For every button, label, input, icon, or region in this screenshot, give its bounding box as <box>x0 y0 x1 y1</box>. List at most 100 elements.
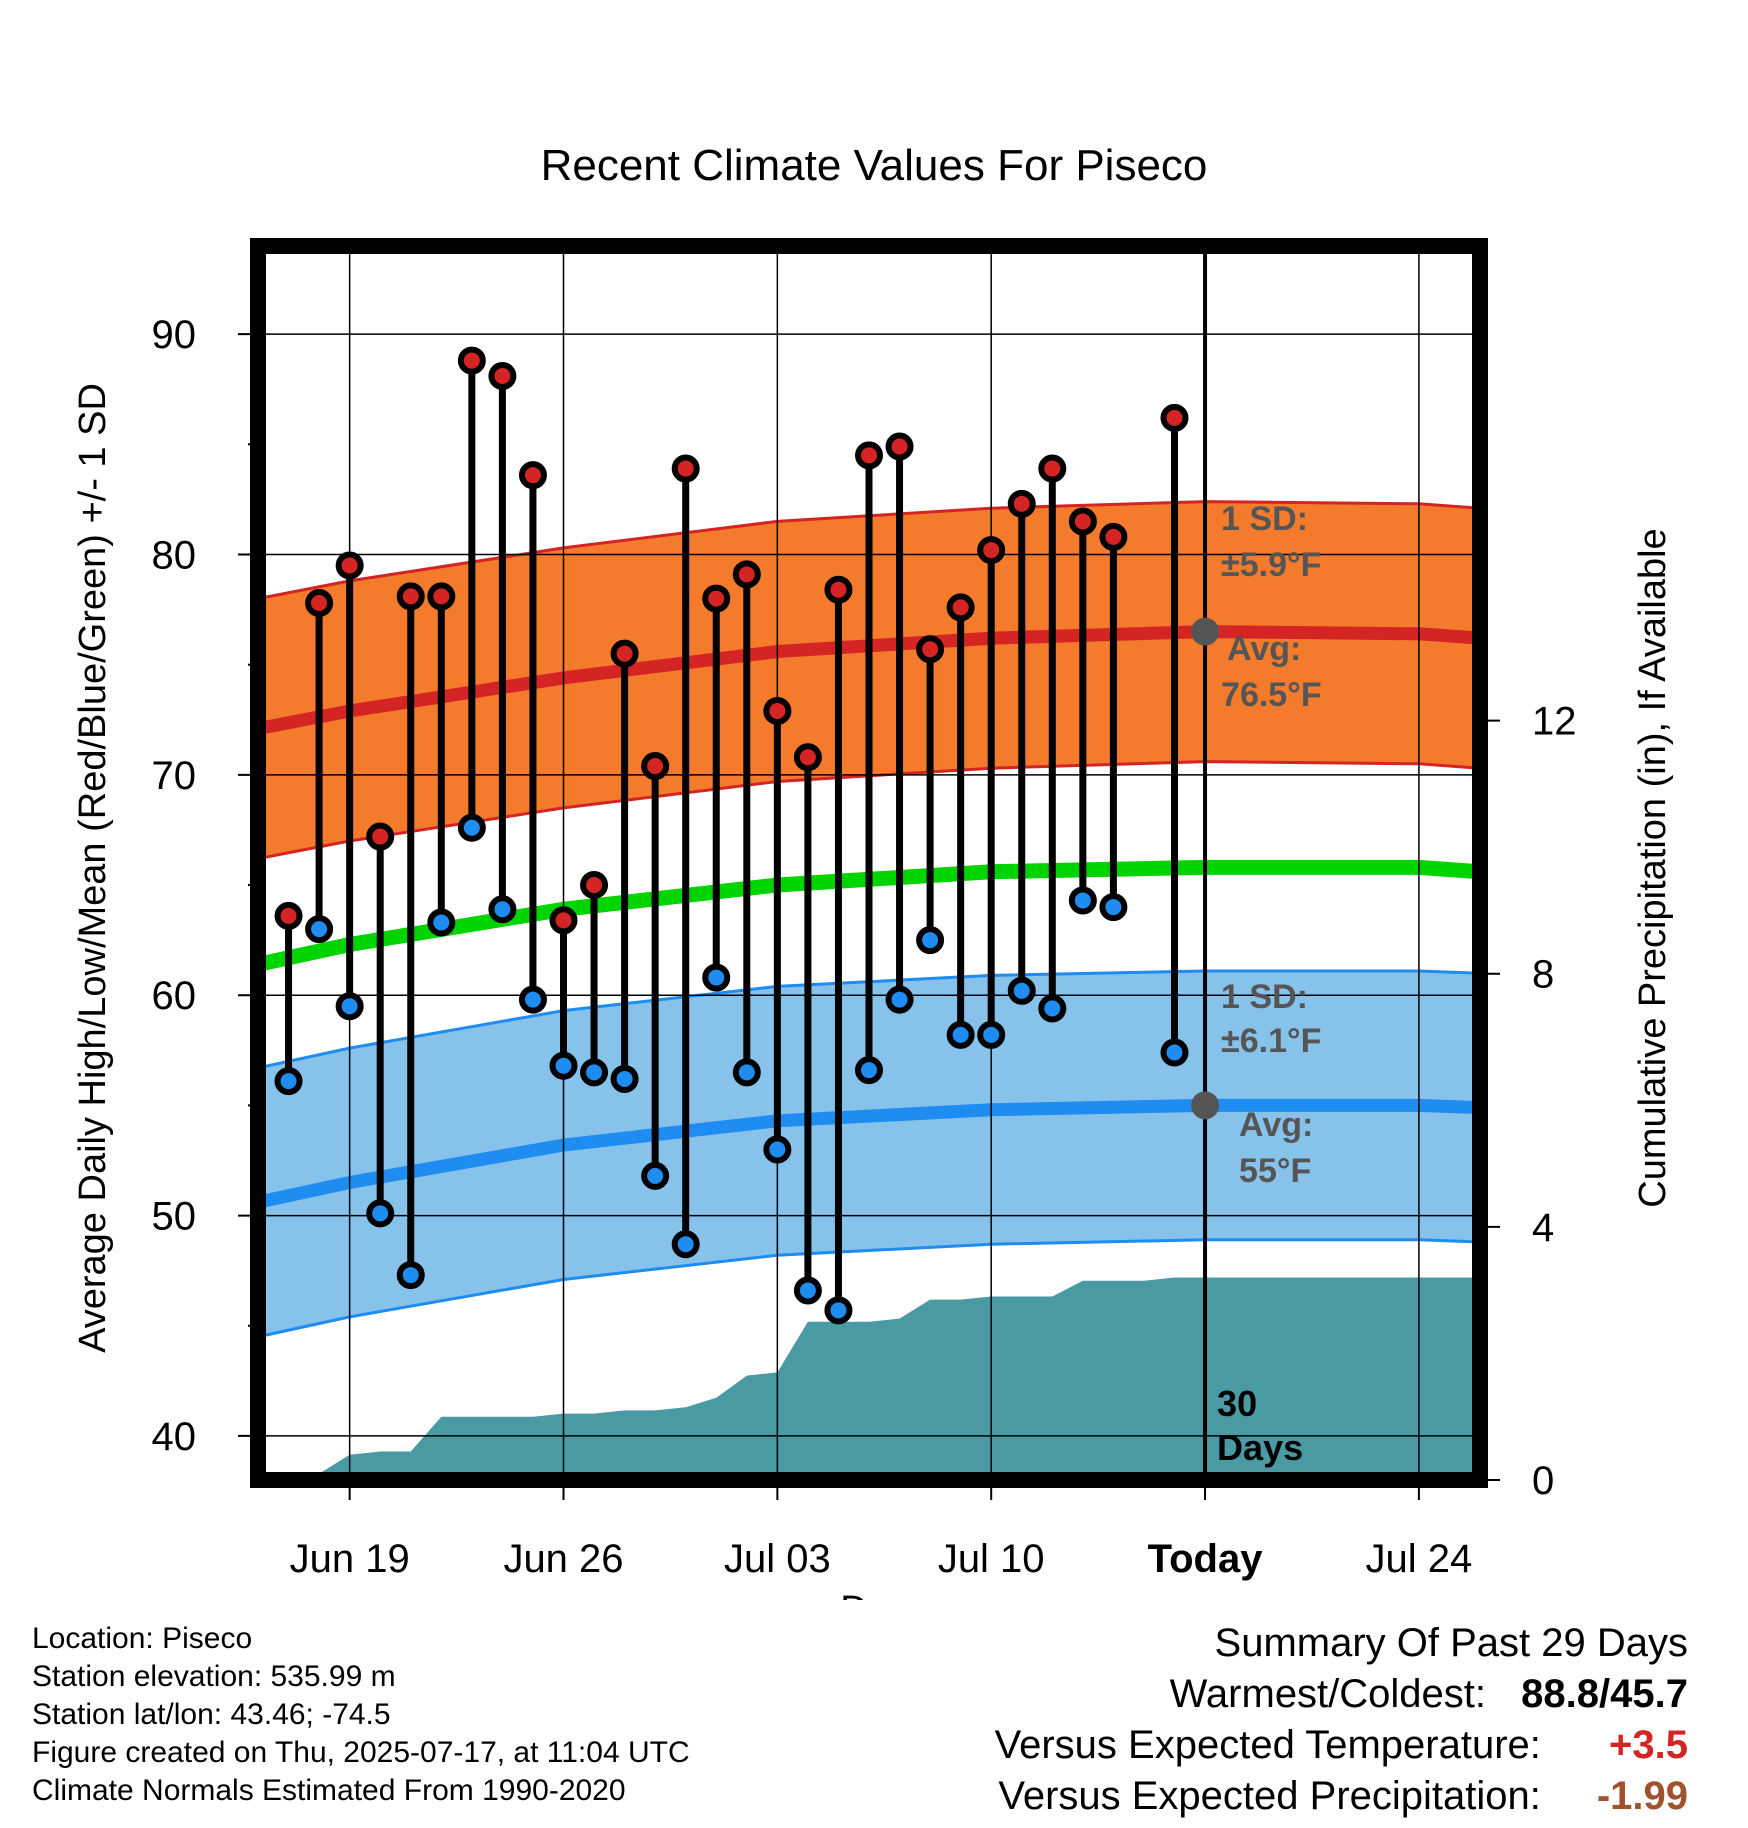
obs-high-point <box>427 582 456 611</box>
obs-high-point <box>1099 522 1128 551</box>
obs-high-point <box>518 461 547 490</box>
low-avg-label: Avg: <box>1239 1106 1313 1144</box>
obs-high-point <box>763 696 792 725</box>
obs-low-point <box>1160 1038 1189 1067</box>
obs-low-point <box>427 908 456 937</box>
high-sd-label: 1 SD: <box>1221 500 1308 538</box>
obs-high-point <box>916 635 945 664</box>
x-tick-label: Today <box>1148 1537 1264 1581</box>
obs-high-point <box>580 871 609 900</box>
obs-low-point <box>305 915 334 944</box>
axes: 40 50 60 70 80 90 0 4 8 12 Jun 19 Jun 26 Jul 03 Jul 1… <box>152 238 1577 1581</box>
obs-low-point <box>702 963 731 992</box>
obs-low-point <box>855 1056 883 1085</box>
low-avg-value: 55°F <box>1239 1152 1311 1190</box>
obs-low-point <box>1038 994 1067 1023</box>
station-info: Location: Piseco Station elevation: 535.… <box>32 1620 690 1810</box>
obs-low-point <box>610 1064 639 1093</box>
observations <box>274 346 1189 1325</box>
obs-high-point <box>366 822 395 851</box>
obs-low-point <box>732 1058 761 1087</box>
x-tick-label: Jun 26 <box>503 1537 623 1581</box>
precip-days-label-2: Days <box>1217 1427 1303 1468</box>
obs-high-point <box>855 441 883 470</box>
precip-value: -1.99 <box>1596 1774 1688 1818</box>
warmest-label: Warmest/Coldest: <box>1169 1672 1487 1716</box>
obs-high-point <box>702 584 731 613</box>
obs-low-point <box>671 1230 700 1259</box>
x-tick-label: Jul 24 <box>1366 1537 1473 1581</box>
high-avg-line <box>258 625 1480 735</box>
y-tick-label: 50 <box>152 1195 197 1239</box>
high-sd-value: ±5.9°F <box>1221 546 1321 584</box>
obs-low-point <box>335 992 364 1021</box>
obs-high-point <box>1068 507 1097 536</box>
obs-low-point <box>549 1051 578 1080</box>
summary-title: Summary Of Past 29 Days <box>1214 1621 1688 1665</box>
obs-high-point <box>1038 454 1067 483</box>
chart-title: Recent Climate Values For Piseco <box>541 141 1208 190</box>
obs-high-point <box>274 901 303 930</box>
precip-label: Versus Expected Precipitation: <box>998 1774 1541 1818</box>
obs-low-point <box>488 895 517 924</box>
x-tick-label: Jul 03 <box>724 1537 831 1581</box>
high-avg-label: Avg: <box>1227 630 1301 668</box>
summary-panel: Summary Of Past 29 Days Warmest/Coldest:… <box>995 1618 1688 1822</box>
low-sd-label: 1 SD: <box>1221 978 1308 1016</box>
obs-high-point <box>793 743 822 772</box>
obs-high-point <box>732 560 761 589</box>
temp-label: Versus Expected Temperature: <box>994 1723 1541 1767</box>
precip-days-label-1: 30 <box>1217 1383 1257 1424</box>
y2-tick-label: 0 <box>1532 1459 1554 1503</box>
obs-high-point <box>824 575 853 604</box>
summary-precip-row: Versus Expected Precipitation: -1.99 <box>995 1771 1688 1822</box>
y-tick-label: 90 <box>152 313 197 357</box>
obs-low-point <box>824 1296 853 1325</box>
obs-low-point <box>457 813 486 842</box>
climate-chart: Recent Climate Values For Piseco 1 SD: ±5… <box>72 141 1674 1600</box>
y-tick-label: 60 <box>152 974 197 1018</box>
mean-avg-line <box>258 859 1480 972</box>
obs-low-point <box>396 1261 425 1290</box>
obs-high-point <box>946 593 975 622</box>
obs-high-point <box>488 362 517 391</box>
today-low-avg-marker <box>1191 1091 1220 1120</box>
y-tick-label: 40 <box>152 1415 197 1459</box>
coldest-value: 45.7 <box>1610 1672 1688 1716</box>
y2-tick-label: 12 <box>1532 700 1577 744</box>
obs-high-point <box>335 551 364 580</box>
obs-low-point <box>946 1020 975 1049</box>
low-sd-value: ±6.1°F <box>1221 1022 1321 1060</box>
summary-warmest-row: Warmest/Coldest: 88.8/45.7 <box>995 1669 1688 1720</box>
obs-low-point <box>274 1067 303 1096</box>
obs-high-point <box>671 454 700 483</box>
obs-low-point <box>763 1135 792 1164</box>
obs-high-point <box>885 432 914 461</box>
plot-frame <box>250 238 1488 1488</box>
warmest-value: 88.8 <box>1521 1672 1600 1716</box>
annotations: 1 SD: ±5.9°F Avg: 76.5°F 1 SD: ±6.1°F Avg: 55°F… <box>1191 500 1322 1468</box>
obs-high-point <box>396 582 425 611</box>
x-tick-label: Jul 10 <box>938 1537 1045 1581</box>
created-text: Figure created on Thu, 2025-07-17, at 11… <box>32 1736 690 1769</box>
obs-low-point <box>885 985 914 1014</box>
obs-low-point <box>1099 893 1128 922</box>
obs-high-point <box>1160 403 1189 432</box>
latlon-text: Station lat/lon: 43.46; -74.5 <box>32 1698 391 1731</box>
y2-axis-label: Cumulative Precipitation (in), If Availa… <box>1632 528 1674 1207</box>
obs-low-point <box>916 926 945 955</box>
low-avg-line <box>258 1098 1480 1209</box>
elevation-text: Station elevation: 535.99 m <box>32 1660 396 1693</box>
y2-tick-label: 4 <box>1532 1206 1554 1250</box>
obs-high-point <box>549 906 578 935</box>
obs-high-point <box>641 752 670 781</box>
normals-text: Climate Normals Estimated From 1990-2020 <box>32 1774 626 1807</box>
obs-low-point <box>641 1161 670 1190</box>
y-tick-label: 70 <box>152 754 197 798</box>
obs-low-point <box>1068 886 1097 915</box>
y-tick-label: 80 <box>152 534 197 578</box>
y-axis-label: Average Daily High/Low/Mean (Red/Blue/Gr… <box>72 383 114 1353</box>
summary-temp-row: Versus Expected Temperature: +3.5 <box>995 1720 1688 1771</box>
x-axis-label: Day <box>840 1589 908 1600</box>
obs-low-point <box>366 1199 395 1228</box>
